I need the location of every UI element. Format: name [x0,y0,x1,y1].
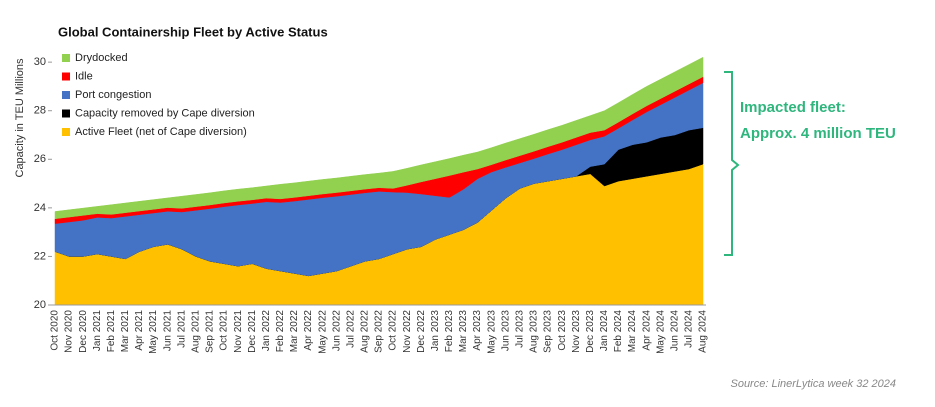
x-tick-label: Aug 2022 [360,310,371,353]
legend-swatch [62,72,70,81]
x-tick-label: Jan 2022 [261,310,272,352]
legend-label: Active Fleet (net of Cape diversion) [75,126,247,138]
legend-label: Capacity removed by Cape diversion [75,107,255,119]
annotation: Impacted fleet: [740,99,846,116]
x-tick-label: May 2021 [148,310,159,354]
legend-swatch [62,128,70,136]
x-tick-label: Oct 2022 [388,310,399,351]
x-tick-label: Jan 2023 [430,310,441,352]
x-tick-label: Oct 2020 [50,310,61,351]
x-tick-label: Jun 2024 [669,310,680,352]
x-tick-label: Aug 2021 [191,310,202,353]
x-tick-label: Feb 2022 [275,310,286,353]
y-tick-label: 30 [34,56,46,68]
x-tick-label: Jul 2024 [684,310,695,348]
legend-swatch [62,109,70,118]
y-tick-label: 20 [34,299,46,311]
x-tick-label: Dec 2022 [416,310,427,353]
legend-label: Port congestion [75,89,151,101]
x-tick-label: Dec 2021 [247,310,258,353]
x-tick-label: Dec 2020 [78,310,89,353]
x-tick-label: Oct 2023 [557,310,568,351]
x-tick-label: Mar 2023 [458,310,469,353]
x-tick-label: Nov 2023 [571,310,582,353]
x-tick-label: Jul 2021 [176,310,187,348]
x-tick-label: Nov 2021 [233,310,244,353]
legend-swatch [62,91,70,99]
source: Source: LinerLytica week 32 2024 [730,378,896,390]
x-tick-label: Jun 2022 [331,310,342,352]
y-axis-label: Capacity in TEU Millions [14,58,26,178]
x-tick-label: Jul 2022 [345,310,356,348]
annotation: Approx. 4 million TEU [740,125,896,142]
y-tick-label: 22 [34,250,46,262]
x-tick-label: Jun 2021 [162,310,173,352]
x-tick-label: Mar 2024 [627,310,638,353]
x-tick-label: Jul 2023 [515,310,526,348]
x-tick-label: Jun 2023 [500,310,511,352]
x-tick-label: Apr 2023 [472,310,483,351]
x-tick-label: Sep 2022 [374,310,385,353]
legend-swatch [62,54,70,62]
x-tick-label: Sep 2023 [543,310,554,353]
y-tick-label: 28 [34,105,46,117]
y-tick-label: 26 [34,153,46,165]
x-tick-label: Apr 2022 [303,310,314,351]
x-tick-label: Apr 2021 [134,310,145,351]
legend-label: Drydocked [75,52,128,64]
x-tick-label: Apr 2024 [641,310,652,351]
x-tick-label: Nov 2022 [402,310,413,353]
x-tick-label: Nov 2020 [64,310,75,353]
x-tick-label: Dec 2023 [585,310,596,353]
x-tick-label: May 2023 [486,310,497,354]
area [54,56,704,220]
chart-title: Global Containership Fleet by Active Sta… [58,24,328,39]
x-tick-label: Oct 2021 [219,310,230,351]
x-tick-label: Jan 2024 [599,310,610,352]
legend-label: Idle [75,70,93,82]
x-tick-label: Mar 2022 [289,310,300,353]
x-tick-label: Jan 2021 [92,310,103,352]
x-tick-label: Aug 2023 [529,310,540,353]
x-tick-label: Feb 2021 [106,310,117,353]
x-tick-label: Feb 2024 [613,310,624,353]
x-tick-label: Sep 2021 [205,310,216,353]
bracket [724,71,740,256]
x-tick-label: May 2024 [655,310,666,354]
x-tick-label: Mar 2021 [120,310,131,353]
x-tick-label: Aug 2024 [698,310,709,353]
y-tick-label: 24 [34,202,46,214]
x-tick-label: May 2022 [317,310,328,354]
x-tick-label: Feb 2023 [444,310,455,353]
